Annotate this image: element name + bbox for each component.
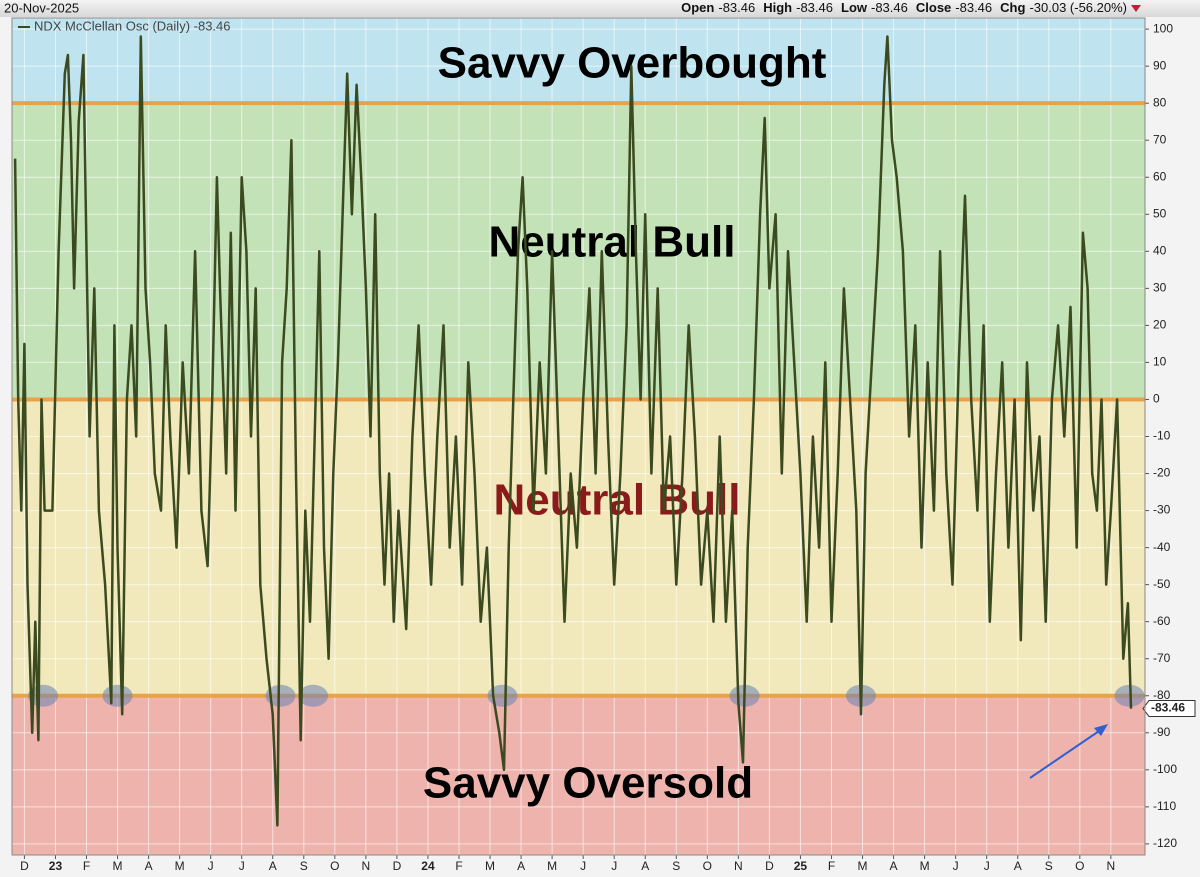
y-tick-label: 80 bbox=[1153, 95, 1167, 109]
x-tick-label: F bbox=[83, 859, 90, 873]
x-tick-label: D bbox=[393, 859, 402, 873]
y-tick-label: 100 bbox=[1153, 21, 1173, 35]
x-tick-label: D bbox=[765, 859, 774, 873]
x-tick-label: A bbox=[1014, 859, 1022, 873]
quote-key: Low bbox=[841, 0, 868, 15]
y-tick-label: -20 bbox=[1153, 466, 1171, 480]
y-tick-label: -50 bbox=[1153, 577, 1171, 591]
x-tick-label: O bbox=[1075, 859, 1084, 873]
x-tick-label: M bbox=[113, 859, 123, 873]
plot-area: 1009080706050403020100-10-20-30-40-50-60… bbox=[11, 17, 1196, 873]
y-tick-label: -80 bbox=[1153, 688, 1171, 702]
arrow-head bbox=[1094, 724, 1108, 736]
y-tick-label: 0 bbox=[1153, 392, 1160, 406]
highlight-circle bbox=[265, 684, 296, 707]
legend-label: NDX McClellan Osc (Daily) -83.46 bbox=[34, 18, 231, 33]
y-tick-label: 10 bbox=[1153, 355, 1167, 369]
x-tick-label: 24 bbox=[421, 859, 435, 873]
zone-label: Savvy Oversold bbox=[423, 759, 753, 808]
highlight-circle bbox=[298, 684, 329, 707]
x-tick-label: F bbox=[455, 859, 462, 873]
series-line bbox=[13, 35, 1133, 827]
header-date: 20-Nov-2025 bbox=[4, 0, 79, 15]
arrow-annotation bbox=[1029, 726, 1106, 779]
x-tick-label: 23 bbox=[49, 859, 63, 873]
y-tick-label: 40 bbox=[1153, 243, 1167, 257]
y-tick-label: 60 bbox=[1153, 169, 1167, 183]
y-tick-label: 70 bbox=[1153, 132, 1167, 146]
x-tick-label: O bbox=[330, 859, 339, 873]
y-tick-label: -110 bbox=[1153, 799, 1176, 813]
y-tick-label: 30 bbox=[1153, 281, 1167, 295]
x-tick-label: J bbox=[611, 859, 617, 873]
quote-value: -83.46 bbox=[871, 0, 908, 15]
quote-text: Open -83.46 High -83.46 Low -83.46 Close -83.46… bbox=[681, 0, 1127, 15]
x-tick-label: A bbox=[145, 859, 153, 873]
quote-key: High bbox=[763, 0, 792, 15]
y-tick-label: -120 bbox=[1153, 836, 1177, 850]
x-tick-label: D bbox=[20, 859, 29, 873]
highlight-circle bbox=[28, 684, 59, 707]
down-arrow bbox=[1131, 5, 1141, 12]
x-tick-label: J bbox=[984, 859, 990, 873]
quote-key: Close bbox=[916, 0, 951, 15]
x-tick-label: J bbox=[953, 859, 959, 873]
x-tick-label: S bbox=[300, 859, 308, 873]
y-tick-label: -40 bbox=[1153, 540, 1171, 554]
y-tick-label: -70 bbox=[1153, 651, 1171, 665]
y-tick-label: 50 bbox=[1153, 206, 1167, 220]
header-quote: Open -83.46 High -83.46 Low -83.46 Close -83.46… bbox=[681, 0, 1127, 15]
quote-value: -83.46 bbox=[955, 0, 992, 15]
x-tick-label: N bbox=[362, 859, 371, 873]
x-tick-label: M bbox=[547, 859, 557, 873]
quote-key: Chg bbox=[1000, 0, 1025, 15]
header-bar bbox=[0, 0, 1200, 17]
x-tick-label: N bbox=[1107, 859, 1116, 873]
y-tick-label: 20 bbox=[1153, 318, 1167, 332]
y-tick-label: -10 bbox=[1153, 429, 1171, 443]
y-tick-label: -90 bbox=[1153, 725, 1171, 739]
zone bbox=[12, 18, 1145, 104]
x-tick-label: M bbox=[485, 859, 495, 873]
x-tick-label: F bbox=[828, 859, 835, 873]
y-tick-label: -30 bbox=[1153, 503, 1171, 517]
x-tick-label: M bbox=[175, 859, 185, 873]
x-tick-label: N bbox=[734, 859, 743, 873]
zone-label: Neutral Bull bbox=[489, 218, 736, 267]
x-tick-label: M bbox=[920, 859, 930, 873]
last-value-box bbox=[1142, 700, 1196, 718]
highlight-circle bbox=[102, 684, 133, 707]
plot-border bbox=[11, 17, 1146, 856]
y-tick-label: -100 bbox=[1153, 762, 1177, 776]
x-tick-label: 25 bbox=[794, 859, 808, 873]
x-tick-label: A bbox=[517, 859, 525, 873]
quote-value: -30.03 (-56.20%) bbox=[1029, 0, 1127, 15]
quote-key: Open bbox=[681, 0, 714, 15]
x-tick-label: O bbox=[703, 859, 712, 873]
quote-value: -83.46 bbox=[796, 0, 833, 15]
x-tick-label: S bbox=[672, 859, 680, 873]
x-tick-label: J bbox=[239, 859, 245, 873]
x-tick-label: A bbox=[269, 859, 277, 873]
x-tick-label: M bbox=[858, 859, 868, 873]
quote-value: -83.46 bbox=[718, 0, 755, 15]
y-tick-label: -60 bbox=[1153, 614, 1171, 628]
x-tick-label: J bbox=[580, 859, 586, 873]
zone bbox=[12, 695, 1145, 855]
x-tick-label: S bbox=[1045, 859, 1053, 873]
last-value-label: -83.46 bbox=[1151, 701, 1185, 715]
y-tick-label: 90 bbox=[1153, 58, 1167, 72]
x-tick-label: J bbox=[208, 859, 214, 873]
x-tick-label: A bbox=[890, 859, 898, 873]
x-tick-label: A bbox=[641, 859, 649, 873]
